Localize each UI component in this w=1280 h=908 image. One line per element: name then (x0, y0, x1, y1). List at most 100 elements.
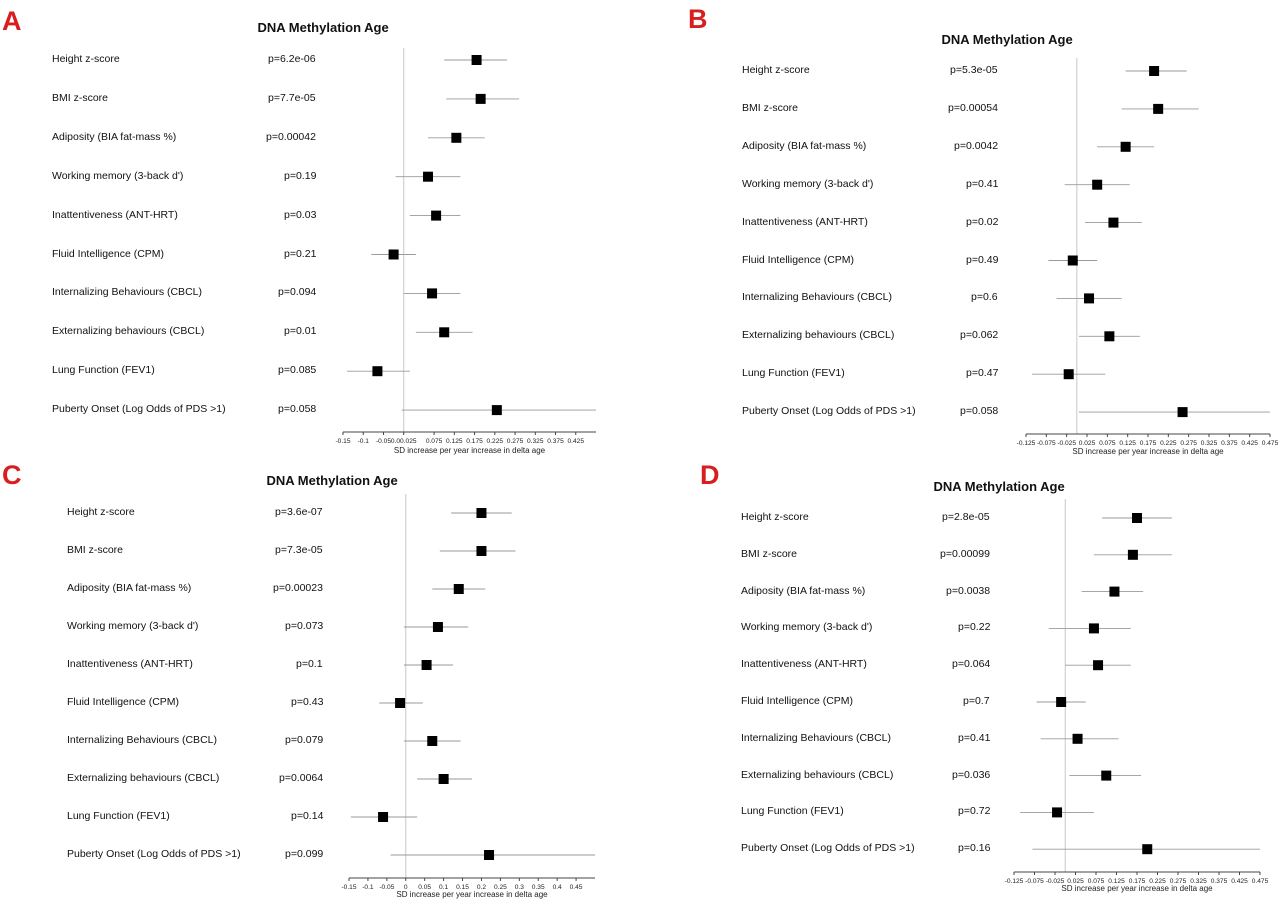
p-value: p=0.6 (971, 291, 998, 304)
x-tick-label: 0.3 (515, 884, 524, 891)
point-estimate (395, 698, 406, 708)
p-value: p=0.062 (960, 329, 999, 342)
outcome-label: Fluid Intelligence (CPM) (742, 253, 855, 266)
p-value: p=7.3e-05 (275, 544, 323, 556)
x-tick-label: 0.275 (1180, 440, 1197, 447)
point-estimate (431, 210, 442, 221)
outcome-label: Internalizing Behaviours (CBCL) (67, 734, 217, 746)
outcome-label: Adiposity (BIA fat-mass %) (741, 584, 866, 597)
p-value: p=0.02 (966, 215, 999, 228)
p-value: p=0.0064 (279, 772, 324, 784)
x-tick-label: 0.375 (547, 438, 564, 445)
outcome-label: Adiposity (BIA fat-mass %) (52, 130, 177, 143)
x-tick-label: -0.1 (362, 884, 374, 891)
x-axis-label: SD increase per year increase in delta a… (1072, 447, 1224, 456)
p-value: p=0.064 (952, 658, 991, 671)
point-estimate (491, 405, 502, 416)
outcome-label: Puberty Onset (Log Odds of PDS >1) (742, 405, 916, 418)
outcome-label: Puberty Onset (Log Odds of PDS >1) (741, 842, 915, 855)
outcome-label: Inattentiveness (ANT-HRT) (742, 215, 868, 228)
outcome-label: Puberty Onset (Log Odds of PDS >1) (52, 403, 226, 416)
x-tick-label: 0.075 (426, 438, 443, 445)
outcome-label: Puberty Onset (Log Odds of PDS >1) (67, 848, 241, 860)
p-value: p=0.16 (958, 842, 991, 855)
outcome-label: Externalizing behaviours (CBCL) (52, 325, 205, 338)
x-tick-label: -0.05 (376, 438, 391, 445)
x-tick-label: 0.025 (1067, 878, 1084, 885)
panel-letter: A (2, 6, 22, 36)
point-estimate (1084, 293, 1095, 304)
outcome-label: Lung Function (FEV1) (52, 364, 155, 377)
point-estimate (1109, 586, 1120, 597)
x-tick-label: 0.4 (553, 884, 562, 891)
outcome-label: Working memory (3-back d') (67, 620, 199, 632)
outcome-label: Height z-score (67, 506, 135, 518)
x-tick-label: 0.475 (1252, 878, 1269, 885)
x-tick-label: 0.325 (1190, 878, 1207, 885)
outcome-label: Working memory (3-back d') (52, 169, 184, 182)
p-value: p=0.22 (958, 621, 991, 634)
chart-title: DNA Methylation Age (266, 473, 398, 488)
p-value: p=0.19 (284, 169, 317, 182)
x-tick-label: -0.15 (335, 438, 350, 445)
x-axis-label: SD increase per year increase in delta a… (396, 890, 548, 899)
point-estimate (471, 55, 482, 65)
x-tick-label: -0.025 (1046, 878, 1065, 885)
chart-title: DNA Methylation Age (941, 32, 1073, 47)
x-tick-label: 0.1 (439, 884, 448, 891)
x-tick-label: 0.325 (527, 438, 544, 445)
outcome-label: Adiposity (BIA fat-mass %) (742, 139, 867, 152)
x-tick-label: 0.175 (466, 438, 483, 445)
point-estimate (484, 850, 495, 860)
x-tick-label: 0.125 (446, 438, 463, 445)
point-estimate (1127, 549, 1138, 560)
point-estimate (1104, 331, 1115, 342)
outcome-label: Inattentiveness (ANT-HRT) (741, 658, 867, 671)
chart-title: DNA Methylation Age (933, 479, 1065, 494)
outcome-label: Fluid Intelligence (CPM) (741, 695, 854, 707)
panel-letter: D (700, 460, 720, 490)
outcome-label: Working memory (3-back d') (742, 177, 874, 190)
point-estimate (438, 774, 449, 784)
point-estimate (1108, 217, 1119, 228)
p-value: p=6.2e-06 (268, 53, 316, 65)
point-estimate (1063, 369, 1074, 380)
x-tick-label: 0.075 (1099, 440, 1116, 447)
outcome-label: Internalizing Behaviours (CBCL) (741, 731, 891, 744)
x-tick-label: 0.175 (1129, 878, 1146, 885)
p-value: p=0.085 (278, 364, 317, 377)
panel-letter: B (688, 4, 708, 34)
p-value: p=0.0042 (954, 139, 999, 152)
outcome-label: Height z-score (742, 64, 810, 76)
x-tick-label: 0.025 (1079, 440, 1096, 447)
p-value: p=0.49 (966, 253, 999, 266)
outcome-label: Lung Function (FEV1) (67, 810, 170, 822)
chart-title: DNA Methylation Age (257, 20, 389, 35)
outcome-label: Inattentiveness (ANT-HRT) (67, 658, 193, 670)
point-estimate (451, 132, 462, 143)
point-estimate (421, 660, 432, 670)
point-estimate (372, 366, 383, 377)
x-axis-label: SD increase per year increase in delta a… (394, 446, 546, 455)
p-value: p=0.058 (278, 403, 317, 416)
p-value: p=0.03 (284, 208, 317, 221)
x-tick-label: -0.075 (1037, 440, 1056, 447)
outcome-label: Externalizing behaviours (CBCL) (741, 768, 894, 781)
x-tick-label: 0.45 (570, 884, 583, 891)
outcome-label: BMI z-score (52, 91, 109, 104)
x-tick-label: 0.375 (1211, 878, 1228, 885)
p-value: p=7.7e-05 (268, 91, 316, 104)
outcome-label: Internalizing Behaviours (CBCL) (742, 291, 892, 304)
point-estimate (388, 249, 399, 260)
x-tick-label: 0.15 (456, 884, 469, 891)
x-tick-label: 0.275 (507, 438, 524, 445)
x-tick-label: 0.125 (1108, 878, 1125, 885)
p-value: p=0.7 (963, 695, 990, 707)
outcome-label: Fluid Intelligence (CPM) (67, 696, 180, 708)
x-tick-label: 0.225 (1149, 878, 1166, 885)
x-axis-label: SD increase per year increase in delta a… (1061, 884, 1213, 893)
